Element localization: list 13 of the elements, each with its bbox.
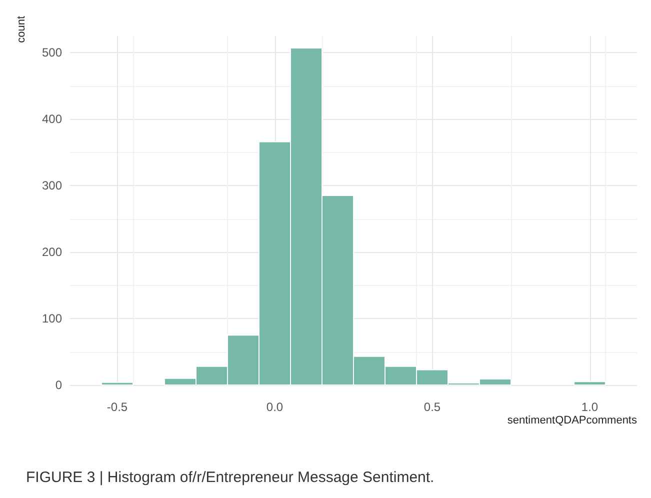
x-tick-label: 0.0 — [266, 400, 284, 414]
y-tick-label: 200 — [42, 245, 62, 260]
x-tick-label: -0.5 — [106, 400, 128, 414]
y-tick-label: 500 — [42, 46, 62, 60]
y-axis-title: count — [16, 16, 28, 43]
x-axis-title: sentimentQDAPcomments — [507, 414, 638, 426]
x-tick-label: 1.0 — [581, 400, 598, 414]
y-tick-label: 300 — [42, 178, 62, 193]
x-tick-label: 0.5 — [424, 400, 441, 414]
y-tick-label: 100 — [42, 312, 62, 326]
y-tick-label: 0 — [55, 378, 62, 392]
y-tick-label: 400 — [42, 112, 62, 126]
caption: FIGURE 3 | Histogram of/r/Entrepreneur Message Sentiment. — [26, 469, 434, 486]
